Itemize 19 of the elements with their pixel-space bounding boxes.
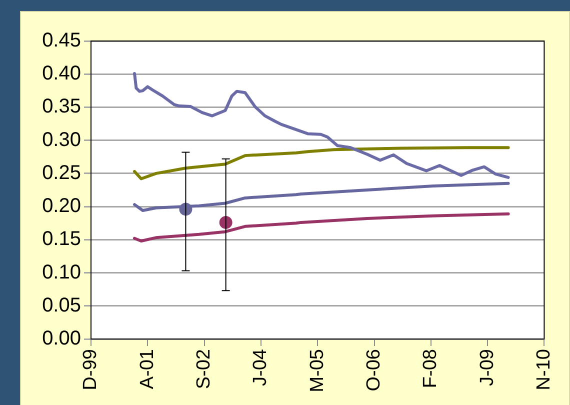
- y-tick-label: 0.35: [42, 96, 81, 118]
- x-tick-label: M-05: [306, 349, 328, 392]
- x-tick-label: J-04: [250, 348, 272, 386]
- x-tick-label: F-08: [420, 349, 442, 388]
- x-tick-label: O-06: [363, 349, 384, 392]
- y-tick-label: 0.15: [42, 228, 81, 250]
- x-tick-label: D-99: [80, 349, 102, 390]
- y-tick-label: 0.00: [42, 328, 81, 350]
- y-tick-label: 0.25: [42, 162, 81, 184]
- x-tick-label: A-01: [136, 349, 158, 390]
- x-tick-label: N-10: [533, 349, 554, 390]
- y-tick-label: 0.20: [42, 195, 81, 218]
- x-tick-label: S-02: [194, 349, 215, 390]
- x-tick-label: J-09: [476, 349, 498, 386]
- y-tick-label: 0.45: [42, 30, 81, 52]
- y-tick-label: 0.05: [42, 294, 81, 316]
- y-tick-label: 0.40: [42, 62, 81, 85]
- y-tick-label: 0.30: [42, 128, 81, 151]
- y-tick-label: 0.10: [42, 261, 81, 284]
